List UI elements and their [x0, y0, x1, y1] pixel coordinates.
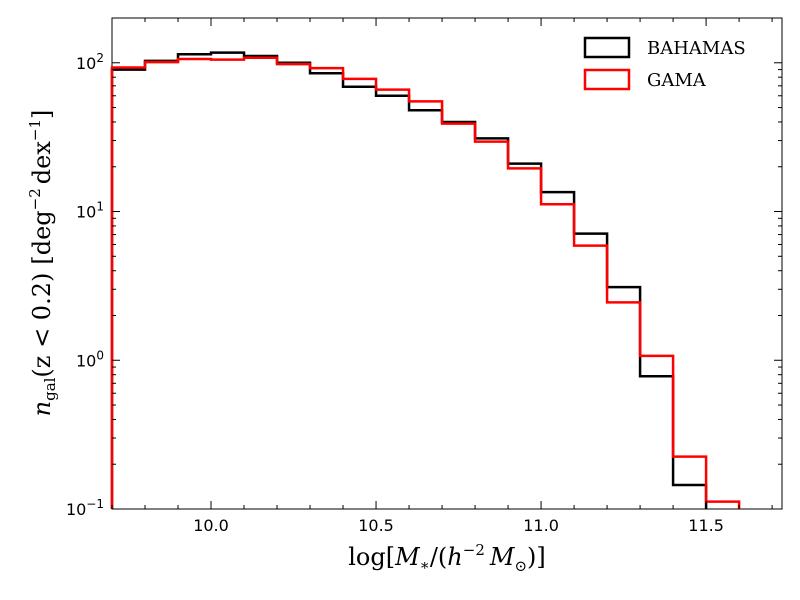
y-tick-label: 10−1: [66, 497, 104, 519]
x-tick-label: 11.5: [688, 516, 724, 535]
x-label-m: M: [394, 543, 421, 571]
legend-label-bahamas: BAHAMAS: [647, 38, 746, 59]
y-label-cond: (z < 0.2): [28, 273, 56, 378]
x-label-mid: /(: [430, 543, 447, 571]
x-axis-label: log[M∗/(h−2 M⊙)]: [348, 541, 546, 575]
y-label-units: [deg: [28, 210, 56, 264]
y-tick-label: 102: [76, 51, 104, 73]
x-label-h-exp: −2: [463, 541, 485, 559]
y-label-exp1: −2: [26, 188, 44, 210]
ticks-layer: 10.0 10.5 11.0 11.5 10−1 100 101 102: [66, 17, 782, 535]
y-label-exp2: −1: [26, 119, 44, 141]
y-axis-label: ngal(z < 0.2) [deg−2 dex−1]: [26, 110, 59, 417]
x-tick-label: 11.0: [523, 516, 559, 535]
y-tick-label: 101: [76, 200, 104, 222]
x-label-end: )]: [527, 543, 546, 571]
y-label-close: ]: [28, 110, 56, 119]
x-label-m2-sub: ⊙: [514, 557, 527, 575]
plot-frame: [111, 17, 783, 510]
series-layer: [110, 51, 741, 509]
x-label-h: h: [447, 543, 462, 571]
y-label-n-sub: gal: [41, 377, 59, 401]
y-label-dex: dex: [28, 141, 56, 185]
legend-swatch-gama: [583, 68, 631, 91]
plot-area: [111, 17, 783, 510]
series-gama-step: [110, 56, 741, 509]
legend-label-gama: GAMA: [647, 70, 707, 91]
x-label-m-sub: ∗: [420, 556, 430, 574]
x-label-m2: M: [489, 543, 516, 571]
x-tick-label: 10.5: [358, 516, 394, 535]
series-bahamas-step: [110, 51, 708, 509]
legend: BAHAMAS GAMA: [583, 36, 746, 91]
legend-swatch-bahamas: [583, 36, 631, 59]
x-tick-label: 10.0: [193, 516, 229, 535]
y-tick-label: 100: [76, 348, 104, 370]
x-label-base: log[: [348, 543, 395, 571]
y-label-n: n: [28, 401, 56, 416]
